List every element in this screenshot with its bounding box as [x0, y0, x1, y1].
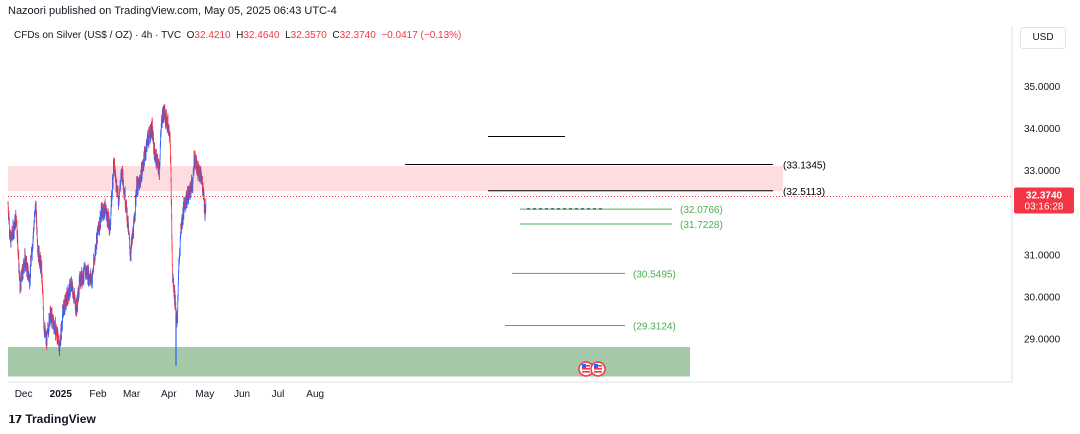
level-label: (29.3124) [633, 321, 676, 332]
low-value: 32.3570 [290, 30, 327, 41]
support-zone [8, 347, 690, 377]
y-tick-label: 30.0000 [1024, 293, 1061, 304]
chart-grid [8, 26, 1013, 383]
flag-stripe [594, 371, 602, 373]
high-label: H [236, 30, 244, 41]
flag-stripe [594, 368, 602, 370]
resistance-zone [8, 165, 783, 192]
symbol-name: CFDs on Silver (US$ / OZ) · 4h · TVC [14, 30, 182, 41]
high-value: 32.4640 [243, 30, 280, 41]
x-tick-label: Apr [161, 389, 177, 400]
x-tick-label: Mar [123, 389, 141, 400]
x-tick-label: Feb [89, 389, 107, 400]
currency-button[interactable]: USD [1020, 27, 1066, 49]
level-label: (32.5113) [783, 187, 825, 198]
x-tick-label: Jul [272, 389, 285, 400]
price-tag [1014, 187, 1074, 214]
flag-stripe [582, 368, 590, 370]
level-label: (30.5495) [633, 269, 676, 280]
x-tick-label: May [195, 389, 214, 400]
close-label: C [332, 30, 340, 41]
price-tag-countdown: 03:16:28 [1025, 202, 1064, 213]
price-tag-value: 32.3740 [1026, 191, 1063, 202]
publish-info: Nazoori published on TradingView.com, Ma… [8, 5, 337, 17]
y-tick-label: 35.0000 [1024, 82, 1061, 93]
x-tick-label: 2025 [50, 389, 73, 400]
close-value: 32.3740 [339, 30, 376, 41]
open-value: 32.4210 [194, 30, 231, 41]
level-label: (32.0766) [680, 205, 723, 216]
y-tick-label: 31.0000 [1024, 250, 1061, 261]
open-label: O [186, 30, 195, 41]
flag-canton [582, 364, 586, 368]
flag-canton [594, 364, 598, 368]
x-tick-label: Dec [15, 389, 33, 400]
tradingview-logo-text: TradingView [25, 412, 96, 426]
x-tick-label: Jun [234, 389, 250, 400]
level-label: (33.1345) [783, 161, 826, 172]
axes: 35.0000 34.0000 33.0000 31.0000 30.0000 29.00… [15, 82, 1074, 400]
symbol-legend: CFDs on Silver (US$ / OZ) · 4h · TVC O32… [14, 30, 461, 41]
y-tick-label: 33.0000 [1024, 166, 1061, 177]
y-tick-label: 29.0000 [1024, 335, 1061, 346]
y-tick-label: 34.0000 [1024, 124, 1061, 135]
tradingview-logo-icon: 𝟭𝟳 [8, 413, 22, 426]
low-label: L [285, 30, 291, 41]
flag-stripe [582, 371, 590, 373]
tradingview-footer: 𝟭𝟳 TradingView [8, 412, 96, 426]
levels: (33.1345) (32.5113) (32.0766) (31.7228) (30.… [8, 136, 1012, 332]
candles [7, 103, 207, 366]
level-label: (31.7228) [680, 220, 723, 231]
us-flag-icon [590, 361, 606, 377]
change-value: −0.0417 (−0.13%) [381, 30, 462, 41]
x-tick-label: Aug [306, 389, 324, 400]
